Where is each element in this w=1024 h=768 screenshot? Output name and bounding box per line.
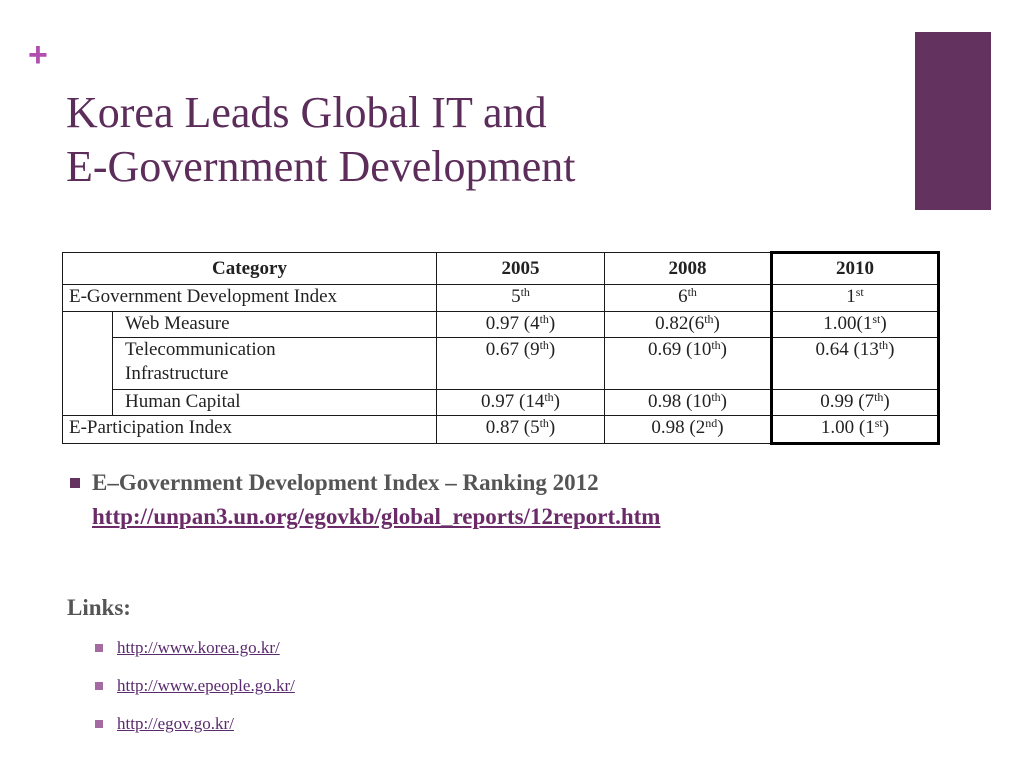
table-row: Human Capital 0.97 (14th) 0.98 (10th) 0.… bbox=[63, 389, 940, 416]
link-epeople[interactable]: http://www.epeople.go.kr/ bbox=[117, 676, 295, 695]
link-egov[interactable]: http://egov.go.kr/ bbox=[117, 714, 234, 733]
cell-2008: 0.69 (10th) bbox=[604, 337, 772, 390]
ranking-table: Category 2005 2008 2010 E-Government Dev… bbox=[62, 251, 940, 445]
row-label: Telecommunication Infrastructure bbox=[112, 337, 437, 390]
table-header-row: Category 2005 2008 2010 bbox=[62, 251, 940, 285]
row-label: Web Measure bbox=[112, 311, 437, 338]
link-korea[interactable]: http://www.korea.go.kr/ bbox=[117, 638, 280, 657]
row-label: Human Capital bbox=[112, 389, 437, 416]
title-line-2: E-Government Development bbox=[66, 142, 576, 191]
links-list: http://www.korea.go.kr/ http://www.epeop… bbox=[95, 636, 295, 750]
cell-2010: 1.00(1st) bbox=[770, 311, 940, 338]
bullet-square-icon bbox=[70, 478, 80, 488]
links-heading: Links: bbox=[67, 595, 131, 620]
accent-bar bbox=[915, 32, 991, 210]
table-row: E-Government Development Index 5th 6th 1… bbox=[62, 284, 940, 312]
cell-2010: 0.99 (7th) bbox=[770, 389, 940, 416]
cell-2008: 6th bbox=[604, 284, 772, 312]
cell-2010: 1st bbox=[770, 284, 940, 312]
cell-2008: 0.98 (2nd) bbox=[604, 415, 772, 444]
plus-icon: + bbox=[28, 36, 48, 74]
bullet-ranking: E–Government Development Index – Ranking… bbox=[70, 466, 900, 534]
table-row: E-Participation Index 0.87 (5th) 0.98 (2… bbox=[62, 415, 940, 445]
title-line-1: Korea Leads Global IT and bbox=[66, 88, 547, 137]
slide-title: Korea Leads Global IT and E-Government D… bbox=[66, 86, 576, 194]
bullet-square-icon bbox=[95, 720, 103, 728]
ranking-table-wrapper: Category 2005 2008 2010 E-Government Dev… bbox=[62, 251, 940, 445]
cell-2005: 0.97 (14th) bbox=[436, 389, 605, 416]
bullet-text-block: E–Government Development Index – Ranking… bbox=[92, 466, 900, 534]
row-label: E-Participation Index bbox=[62, 415, 437, 444]
row-label: E-Government Development Index bbox=[62, 284, 437, 312]
cell-2008: 0.98 (10th) bbox=[604, 389, 772, 416]
cell-2010: 0.64 (13th) bbox=[770, 337, 940, 390]
list-item: http://www.epeople.go.kr/ bbox=[95, 674, 295, 712]
cell-2005: 0.67 (9th) bbox=[436, 337, 605, 390]
header-2005: 2005 bbox=[436, 252, 605, 285]
cell-2005: 0.87 (5th) bbox=[436, 415, 605, 444]
cell-2005: 5th bbox=[436, 284, 605, 312]
indent-cell bbox=[62, 311, 113, 416]
cell-2010: 1.00 (1st) bbox=[770, 415, 940, 445]
cell-2008: 0.82(6th) bbox=[604, 311, 772, 338]
cell-2005: 0.97 (4th) bbox=[436, 311, 605, 338]
bullet-text: E–Government Development Index – Ranking… bbox=[92, 470, 599, 495]
report-link[interactable]: http://unpan3.un.org/egovkb/global_repor… bbox=[92, 504, 661, 529]
header-2010: 2010 bbox=[770, 251, 940, 285]
header-category: Category bbox=[62, 252, 437, 285]
header-2008: 2008 bbox=[604, 252, 772, 285]
bullet-square-icon bbox=[95, 682, 103, 690]
list-item: http://egov.go.kr/ bbox=[95, 712, 295, 750]
table-row: Web Measure 0.97 (4th) 0.82(6th) 1.00(1s… bbox=[62, 311, 940, 416]
bullet-square-icon bbox=[95, 644, 103, 652]
table-row: Telecommunication Infrastructure 0.67 (9… bbox=[63, 337, 940, 390]
list-item: http://www.korea.go.kr/ bbox=[95, 636, 295, 674]
